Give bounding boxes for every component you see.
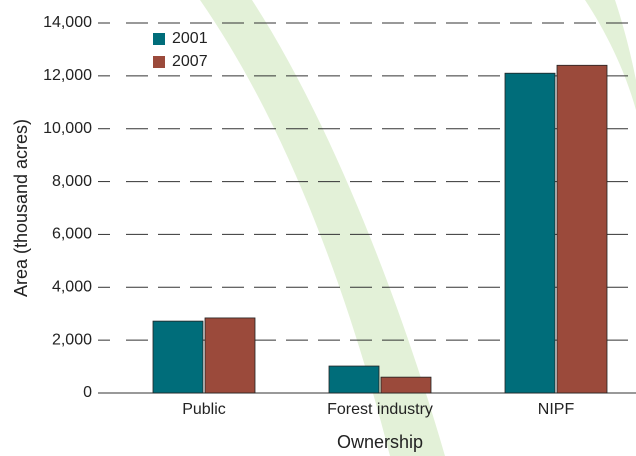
bar	[504, 72, 556, 394]
y-tick-label: 2,000	[52, 331, 92, 348]
background-arc	[585, 0, 636, 110]
y-axis-label: Area (thousand acres)	[11, 119, 31, 297]
legend-swatch	[153, 33, 165, 45]
bar	[204, 317, 256, 394]
bar	[556, 64, 608, 394]
y-tick-label: 10,000	[43, 120, 92, 137]
y-tick-label: 12,000	[43, 67, 92, 84]
y-tick-label: 6,000	[52, 226, 92, 243]
y-tick-label: 0	[83, 384, 92, 401]
y-tick-label: 14,000	[43, 14, 92, 31]
y-tick-label: 8,000	[52, 173, 92, 190]
y-tick-label: 4,000	[52, 279, 92, 296]
legend-label: 2007	[172, 53, 208, 70]
x-tick-label: Public	[182, 401, 226, 418]
x-tick-label: Forest industry	[327, 401, 433, 418]
bar	[380, 376, 432, 394]
bar	[152, 320, 204, 394]
legend-label: 2001	[172, 30, 208, 47]
x-axis-label: Ownership	[337, 432, 423, 452]
x-tick-label: NIPF	[538, 401, 575, 418]
legend-swatch	[153, 56, 165, 68]
bar	[328, 365, 380, 394]
background-arc	[200, 0, 445, 456]
